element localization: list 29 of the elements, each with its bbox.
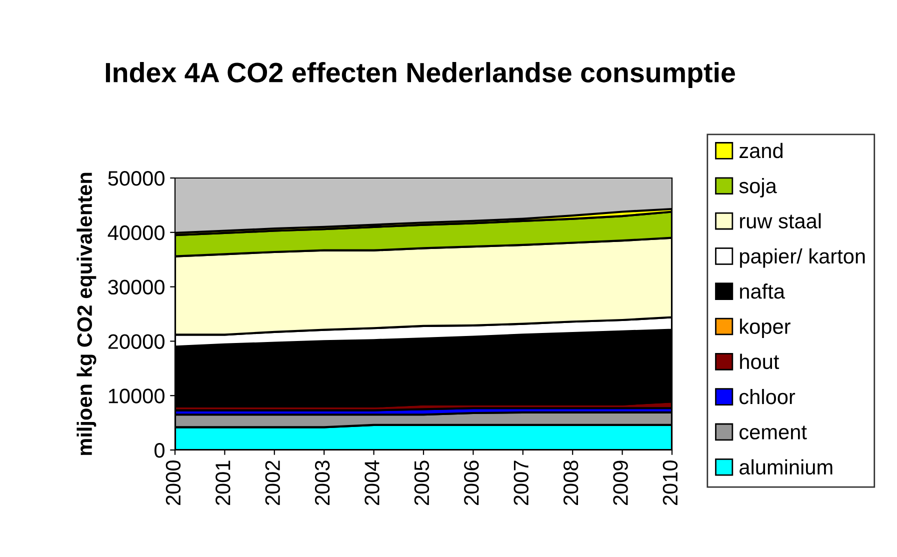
chart-title: Index 4A CO2 effecten Nederlandse consumptie (106, 62, 735, 88)
y-axis-title: miljoen kg CO2 equivalenten (76, 172, 96, 456)
x-tick-label: 2000 (166, 460, 181, 506)
y-tick-label: 30000 (108, 280, 164, 295)
y-tick-label: 50000 (108, 171, 164, 186)
legend-label: zand (740, 142, 782, 158)
legend-label: soja (739, 178, 777, 198)
legend-label: ruw staal (740, 213, 821, 228)
y-tick-label: 10000 (108, 388, 164, 404)
x-tick-label: 2002 (265, 460, 280, 506)
x-tick-label: 2005 (414, 460, 430, 506)
x-tick-label: 2004 (364, 460, 380, 506)
y-tick-label: 40000 (108, 225, 164, 240)
x-tick-label: 2007 (514, 460, 528, 506)
y-tick-label: 0 (154, 443, 164, 458)
x-tick-label: 2003 (314, 460, 330, 506)
legend-label: koper (740, 318, 790, 338)
legend-label: nafta (740, 284, 785, 299)
legend-label: chloor (740, 388, 796, 404)
x-tick-label: 2006 (464, 460, 479, 506)
x-tick-label: 2008 (563, 460, 578, 506)
legend-label: cement (740, 426, 807, 440)
legend-label: hout (740, 354, 780, 370)
x-tick-label: 2001 (216, 460, 230, 506)
y-tick-label: 20000 (108, 334, 164, 349)
legend-label: aluminium (740, 459, 832, 475)
x-tick-label: 2009 (613, 460, 628, 506)
legend-label: papier/ karton (740, 248, 865, 268)
x-tick-label: 2010 (662, 460, 678, 506)
